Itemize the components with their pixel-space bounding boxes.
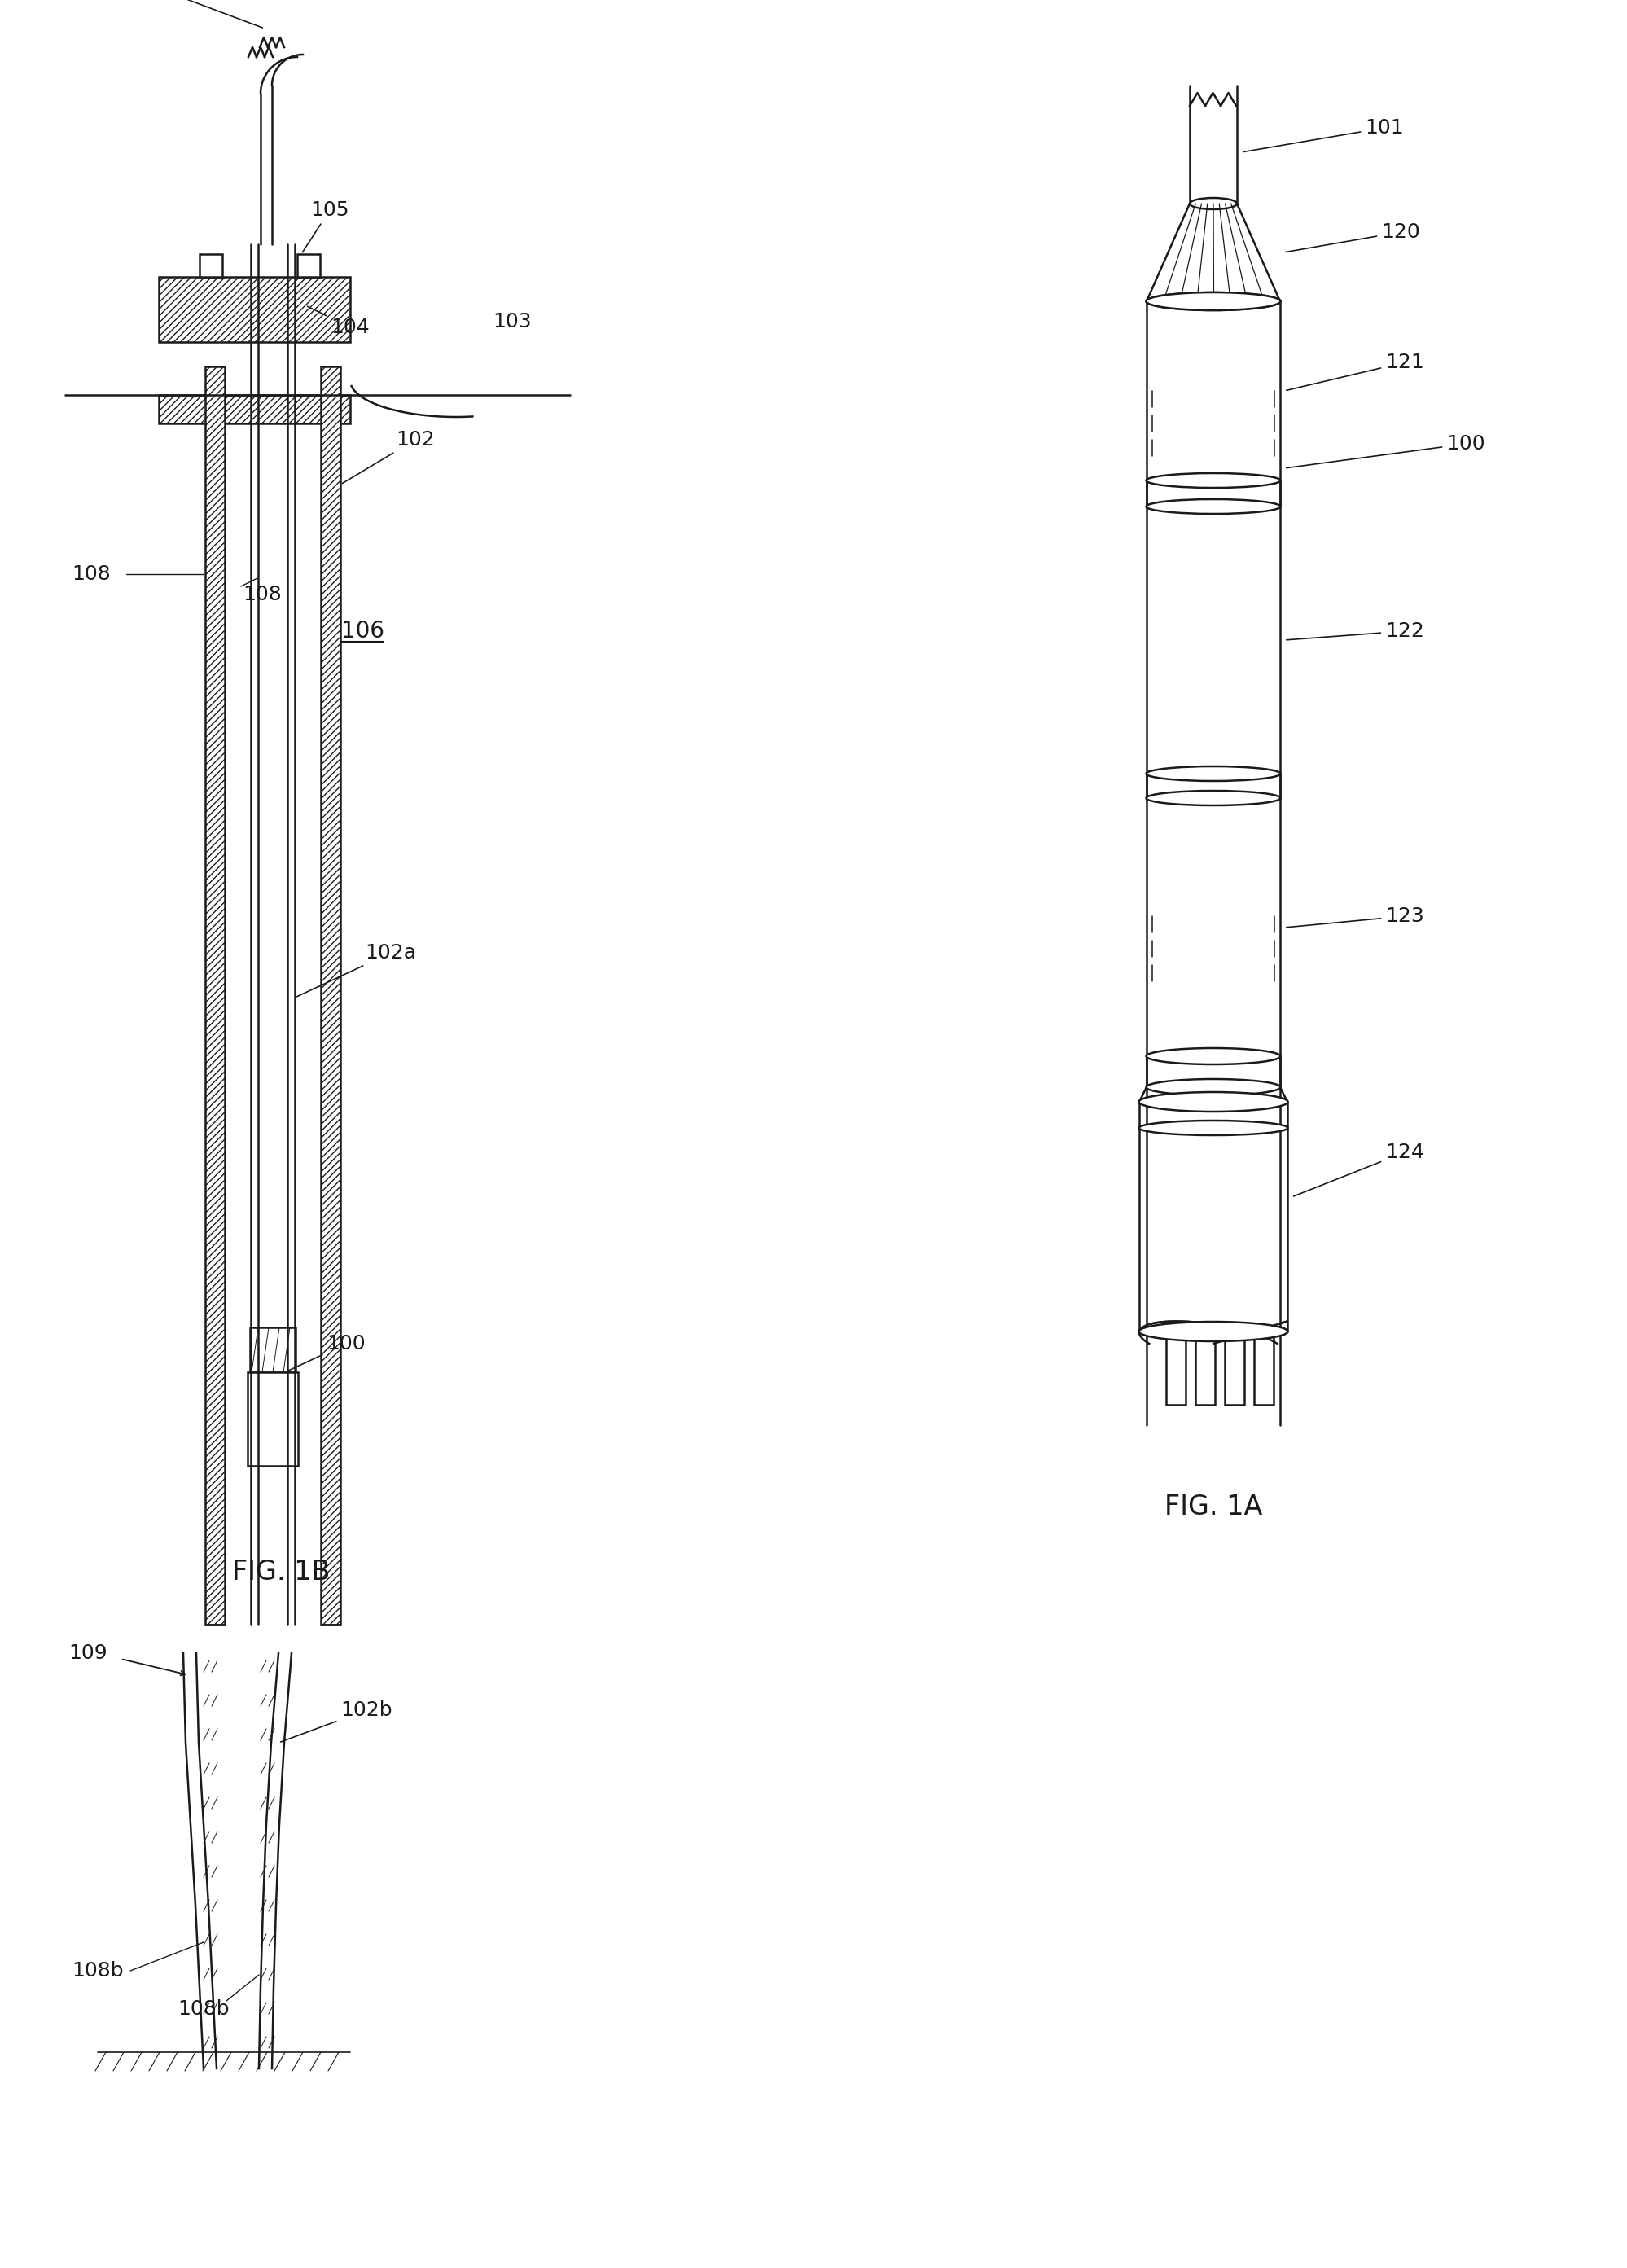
Text: FIG. 1B: FIG. 1B xyxy=(233,1558,330,1585)
Bar xyxy=(1167,1331,1186,1404)
Bar xyxy=(321,367,340,1624)
Bar xyxy=(247,1372,298,1465)
Text: 101: 101 xyxy=(116,0,262,27)
Text: 123: 123 xyxy=(1287,907,1424,928)
Bar xyxy=(1225,1331,1245,1404)
Text: 102a: 102a xyxy=(296,943,417,996)
Text: 109: 109 xyxy=(68,1644,107,1662)
Bar xyxy=(205,367,225,1624)
Ellipse shape xyxy=(1145,767,1280,780)
Ellipse shape xyxy=(1145,293,1280,311)
Text: 106: 106 xyxy=(340,619,384,642)
Text: 121: 121 xyxy=(1287,352,1424,390)
Bar xyxy=(205,367,225,1624)
Text: 124: 124 xyxy=(1293,1143,1424,1195)
Text: 108: 108 xyxy=(72,565,111,583)
Ellipse shape xyxy=(1145,499,1280,515)
Text: 108b: 108b xyxy=(72,1962,124,1980)
Ellipse shape xyxy=(1189,197,1237,209)
Ellipse shape xyxy=(1145,1080,1280,1095)
Bar xyxy=(159,395,350,424)
Text: 102: 102 xyxy=(342,431,434,483)
Text: FIG. 1A: FIG. 1A xyxy=(1165,1492,1263,1520)
Ellipse shape xyxy=(1139,1322,1289,1340)
Ellipse shape xyxy=(1145,792,1280,805)
Ellipse shape xyxy=(1139,1093,1289,1111)
Text: 122: 122 xyxy=(1287,621,1424,642)
Text: 108: 108 xyxy=(242,585,281,603)
Text: 100: 100 xyxy=(286,1334,366,1372)
Bar xyxy=(1196,1331,1215,1404)
Ellipse shape xyxy=(1145,1048,1280,1064)
Bar xyxy=(321,367,340,1624)
Text: 105: 105 xyxy=(303,200,350,252)
Text: 104: 104 xyxy=(308,306,369,338)
Text: 102b: 102b xyxy=(280,1701,392,1742)
Bar xyxy=(251,1327,296,1372)
Ellipse shape xyxy=(1145,474,1280,488)
Text: 120: 120 xyxy=(1285,222,1420,252)
Text: 108b: 108b xyxy=(177,2000,229,2019)
Text: 101: 101 xyxy=(1243,118,1404,152)
Bar xyxy=(159,277,350,342)
Text: 100: 100 xyxy=(1287,433,1485,467)
Bar xyxy=(159,395,350,424)
Ellipse shape xyxy=(1139,1120,1289,1136)
Bar xyxy=(298,254,321,277)
Bar xyxy=(159,277,350,342)
Bar xyxy=(1254,1331,1274,1404)
Ellipse shape xyxy=(1145,293,1280,311)
Bar xyxy=(200,254,223,277)
Text: 103: 103 xyxy=(493,313,532,331)
